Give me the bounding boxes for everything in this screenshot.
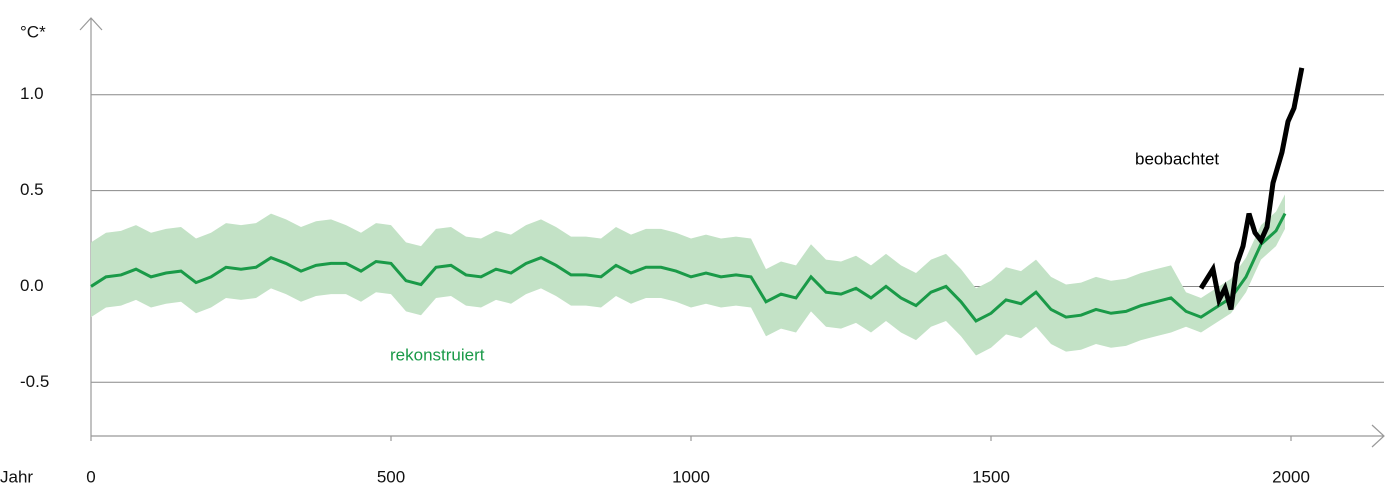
series-line <box>90 212 1287 323</box>
y-axis-label: °C* <box>20 22 46 41</box>
y-tick-label: -0.5 <box>20 372 49 391</box>
y-tick-label: 0.0 <box>20 276 44 295</box>
y-tick-label: 1.0 <box>20 84 44 103</box>
series-line <box>1198 67 1305 311</box>
series-label: beobachtet <box>1135 149 1219 168</box>
x-tick-label: 0 <box>86 467 95 486</box>
series-label: rekonstruiert <box>390 345 485 364</box>
x-axis-label: Jahr <box>0 467 33 486</box>
x-tick-label: 2000 <box>1272 467 1310 486</box>
y-tick-label: 0.5 <box>20 180 44 199</box>
x-axis <box>91 424 1385 448</box>
x-tick-label: 500 <box>377 467 405 486</box>
x-tick-label: 1000 <box>672 467 710 486</box>
y-axis <box>79 17 103 436</box>
x-tick-label: 1500 <box>972 467 1010 486</box>
